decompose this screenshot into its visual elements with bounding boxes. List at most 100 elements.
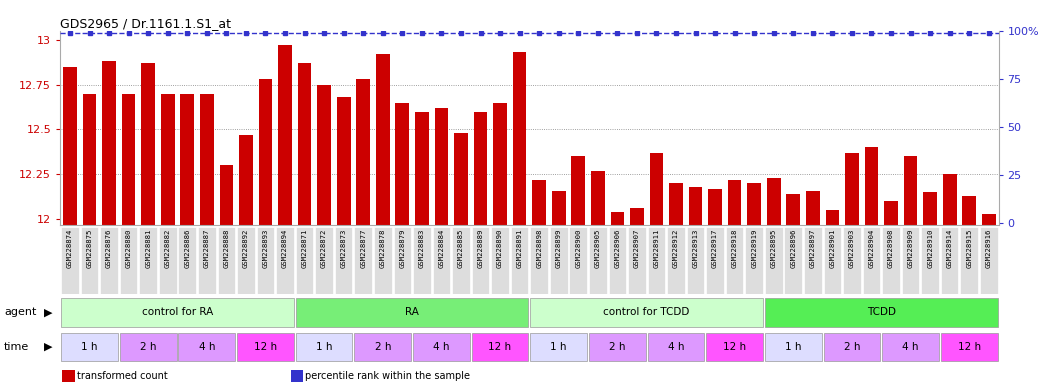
Bar: [550, 227, 568, 294]
Bar: [767, 178, 781, 225]
Bar: [318, 84, 331, 225]
Bar: [239, 135, 253, 225]
Text: GSM228879: GSM228879: [400, 228, 405, 268]
Bar: [141, 63, 155, 225]
Text: GSM228915: GSM228915: [966, 228, 973, 268]
Bar: [530, 227, 548, 294]
Bar: [415, 111, 429, 225]
Bar: [960, 227, 978, 294]
Text: RA: RA: [405, 307, 419, 318]
Bar: [650, 153, 663, 225]
Bar: [356, 79, 371, 225]
Text: control for TCDD: control for TCDD: [603, 307, 690, 318]
Bar: [200, 94, 214, 225]
Bar: [181, 94, 194, 225]
Bar: [256, 227, 274, 294]
Bar: [121, 94, 136, 225]
Bar: [940, 227, 958, 294]
Text: GSM228892: GSM228892: [243, 228, 249, 268]
Bar: [218, 227, 236, 294]
Text: GSM228893: GSM228893: [263, 228, 269, 268]
Text: GSM228908: GSM228908: [889, 228, 894, 268]
Bar: [708, 189, 722, 225]
Bar: [728, 180, 741, 225]
Text: GSM228884: GSM228884: [438, 228, 444, 268]
Bar: [298, 63, 311, 225]
Text: 4 h: 4 h: [198, 342, 215, 352]
Bar: [471, 333, 528, 361]
Text: GSM228886: GSM228886: [185, 228, 190, 268]
Bar: [845, 153, 858, 225]
Bar: [591, 171, 605, 225]
Text: GDS2965 / Dr.1161.1.S1_at: GDS2965 / Dr.1161.1.S1_at: [60, 17, 231, 30]
Bar: [435, 108, 448, 225]
Text: transformed count: transformed count: [77, 371, 167, 381]
Bar: [61, 227, 79, 294]
Bar: [101, 227, 118, 294]
Text: 1 h: 1 h: [316, 342, 332, 352]
Bar: [296, 227, 313, 294]
Text: control for RA: control for RA: [142, 307, 213, 318]
Text: 12 h: 12 h: [723, 342, 746, 352]
Bar: [454, 133, 468, 225]
Text: 1 h: 1 h: [81, 342, 98, 352]
Text: GSM228882: GSM228882: [165, 228, 170, 268]
Bar: [530, 333, 588, 361]
Bar: [670, 183, 683, 225]
Bar: [982, 214, 995, 225]
Bar: [63, 67, 77, 225]
Bar: [923, 192, 937, 225]
Text: GSM228887: GSM228887: [203, 228, 210, 268]
Bar: [648, 333, 705, 361]
Bar: [278, 45, 292, 225]
Text: 12 h: 12 h: [958, 342, 981, 352]
Bar: [374, 227, 391, 294]
Bar: [159, 227, 176, 294]
Bar: [219, 166, 234, 225]
Text: GSM228894: GSM228894: [282, 228, 288, 268]
Text: 4 h: 4 h: [433, 342, 449, 352]
Text: GSM228885: GSM228885: [458, 228, 464, 268]
Bar: [493, 103, 507, 225]
Bar: [785, 227, 802, 294]
Bar: [765, 298, 998, 327]
Bar: [532, 180, 546, 225]
Bar: [570, 227, 588, 294]
Bar: [940, 333, 998, 361]
Bar: [491, 227, 509, 294]
Bar: [745, 227, 763, 294]
Bar: [413, 227, 431, 294]
Bar: [473, 111, 488, 225]
Text: GSM228881: GSM228881: [145, 228, 152, 268]
Text: GSM228880: GSM228880: [126, 228, 132, 268]
Text: GSM228871: GSM228871: [302, 228, 307, 268]
Bar: [198, 227, 216, 294]
Text: 12 h: 12 h: [489, 342, 512, 352]
Text: GSM228917: GSM228917: [712, 228, 718, 268]
Bar: [376, 54, 389, 225]
Text: GSM228897: GSM228897: [810, 228, 816, 268]
Text: 12 h: 12 h: [254, 342, 277, 352]
Bar: [102, 61, 116, 225]
Text: GSM228878: GSM228878: [380, 228, 386, 268]
Bar: [552, 190, 566, 225]
Bar: [179, 227, 196, 294]
Text: 2 h: 2 h: [375, 342, 391, 352]
Text: GSM228911: GSM228911: [654, 228, 659, 268]
Bar: [726, 227, 743, 294]
Bar: [706, 333, 763, 361]
Text: GSM228914: GSM228914: [947, 228, 953, 268]
Text: GSM228875: GSM228875: [86, 228, 92, 268]
Text: percentile rank within the sample: percentile rank within the sample: [305, 371, 470, 381]
Text: GSM228888: GSM228888: [223, 228, 229, 268]
Text: GSM228876: GSM228876: [106, 228, 112, 268]
Bar: [276, 227, 294, 294]
Text: GSM228906: GSM228906: [614, 228, 621, 268]
Bar: [139, 227, 157, 294]
Bar: [61, 298, 294, 327]
Text: ▶: ▶: [44, 342, 52, 352]
Bar: [608, 227, 626, 294]
Text: GSM228872: GSM228872: [321, 228, 327, 268]
Bar: [589, 333, 646, 361]
Bar: [765, 333, 822, 361]
